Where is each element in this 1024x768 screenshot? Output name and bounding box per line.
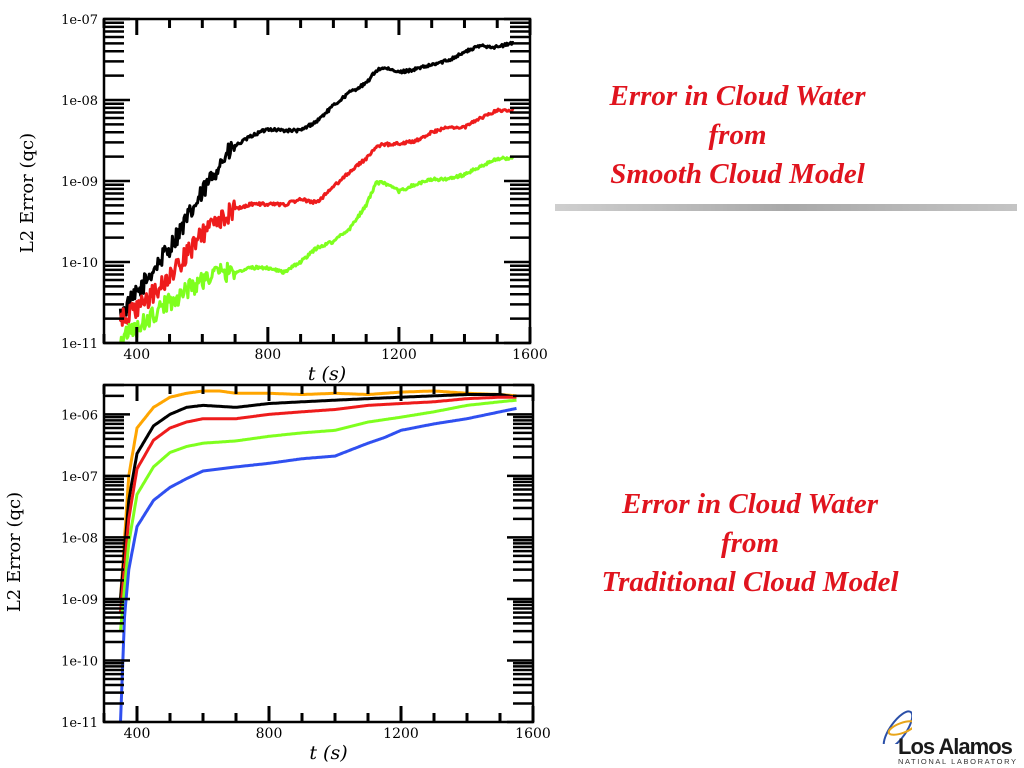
y-axis-label: L2 Error (qc) <box>4 492 25 612</box>
x-tick-label: 1200 <box>383 726 419 742</box>
charts-canvas: 400 800 1200 1600 1e-11 1e-10 1e-09 1e-08 1e-07 t… <box>4 13 551 764</box>
plot-frame <box>102 383 535 724</box>
series-line <box>119 395 517 613</box>
series-line <box>119 398 517 632</box>
y-tick-label: 1e-07 <box>61 13 98 28</box>
chart-2: 400 800 1200 1600 1e-11 1e-10 1e-09 1e-08 1e-07 1… <box>4 383 551 764</box>
x-tick-label: 800 <box>254 347 281 363</box>
series-line <box>119 155 515 343</box>
series-line <box>119 389 517 599</box>
y-tick-label: 1e-09 <box>61 593 98 608</box>
x-tick-label: 400 <box>124 726 151 742</box>
y-tick-label: 1e-11 <box>61 716 98 731</box>
caption-line: from <box>721 527 779 559</box>
los-alamos-logo: Los Alamos NATIONAL LABORATORY <box>872 704 1022 768</box>
x-axis-label: t (s) <box>308 363 346 385</box>
y-tick-label: 1e-11 <box>61 337 98 352</box>
divider-bar <box>555 204 1017 211</box>
caption-line: from <box>708 119 767 151</box>
y-tick-label: 1e-10 <box>61 256 98 271</box>
x-axis-label: t (s) <box>309 742 347 764</box>
y-axis-label: L2 Error (qc) <box>17 133 38 253</box>
caption-line: Traditional Cloud Model <box>601 566 899 598</box>
series-line <box>118 107 515 327</box>
caption-line: Error in Cloud Water <box>622 488 878 520</box>
y-tick-label: 1e-08 <box>61 531 98 546</box>
y-tick-label: 1e-08 <box>61 94 98 109</box>
x-tick-label: 800 <box>256 726 283 742</box>
series-line <box>119 393 517 600</box>
logo-subtitle: NATIONAL LABORATORY <box>898 757 1018 766</box>
series-line <box>118 40 515 323</box>
los-alamos-atom-icon <box>882 710 912 744</box>
y-tick-label: 1e-06 <box>61 408 98 423</box>
x-tick-label: 400 <box>123 347 150 363</box>
traditional-model-caption: Error in Cloud Water from Traditional Cl… <box>560 485 940 602</box>
series-line <box>119 406 517 722</box>
y-tick-label: 1e-10 <box>61 654 98 669</box>
x-tick-label: 1200 <box>381 347 417 363</box>
logo-name: Los Alamos <box>898 734 1013 759</box>
chart-1: 400 800 1200 1600 1e-11 1e-10 1e-09 1e-08 1e-07 t… <box>17 13 548 385</box>
x-tick-label: 1600 <box>515 726 551 742</box>
x-tick-label: 1600 <box>512 347 548 363</box>
smooth-model-caption: Error in Cloud Water from Smooth Cloud M… <box>560 77 915 194</box>
caption-line: Error in Cloud Water <box>609 80 866 112</box>
y-tick-label: 1e-09 <box>61 175 98 190</box>
y-tick-label: 1e-07 <box>61 470 98 485</box>
caption-line: Smooth Cloud Model <box>610 158 865 190</box>
